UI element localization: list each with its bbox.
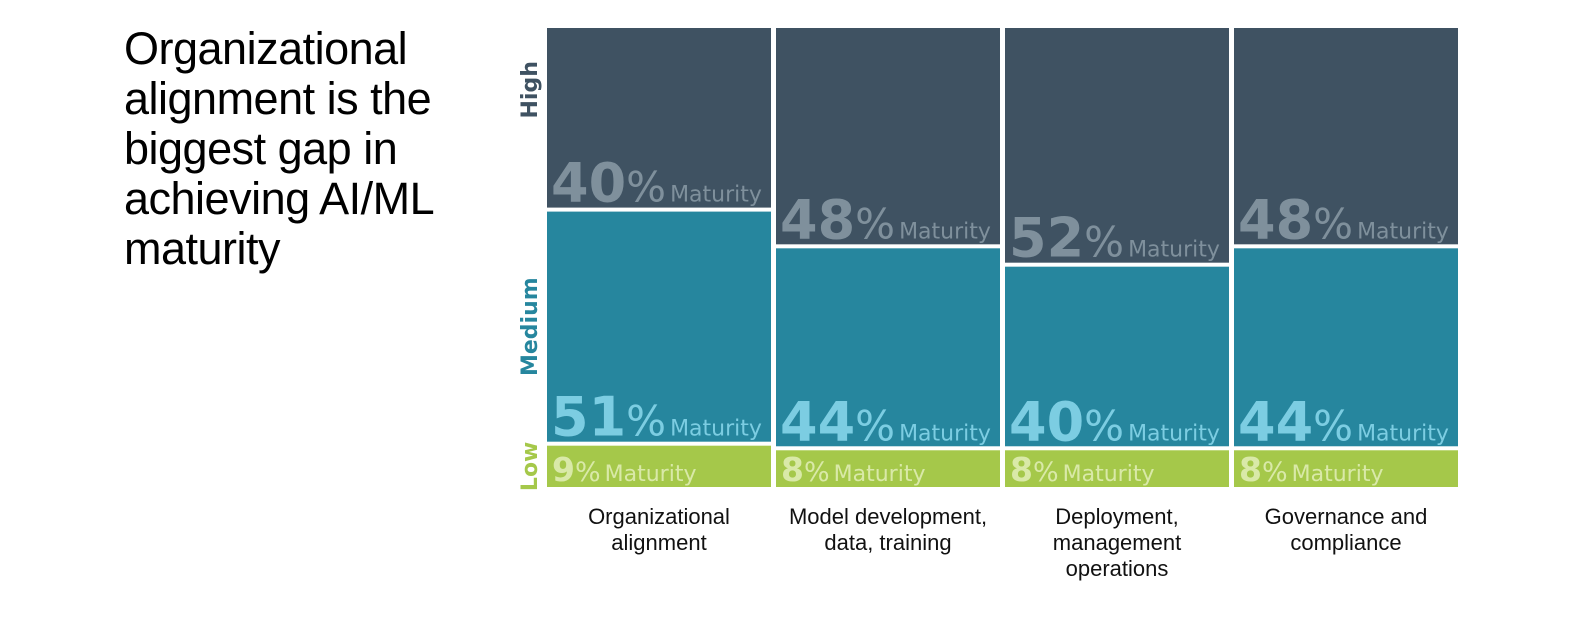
bar-low: [776, 450, 1000, 487]
bar-medium: [776, 248, 1000, 447]
bar-medium: [1005, 266, 1229, 447]
bar-medium: [1234, 248, 1458, 447]
level-label-medium: Medium: [518, 277, 543, 376]
data-label-low: 8% Maturity: [1239, 450, 1383, 489]
level-label-low: Low: [518, 442, 543, 491]
bar-high: [1005, 28, 1229, 263]
bar-medium: [547, 211, 771, 442]
data-label-medium: 40% Maturity: [1009, 390, 1220, 453]
category-label: Governance and compliance: [1265, 504, 1428, 555]
data-label-high: 48% Maturity: [780, 188, 991, 251]
category-label: Model development, data, training: [789, 504, 987, 555]
data-label-medium: 44% Maturity: [1238, 390, 1449, 453]
data-label-high: 48% Maturity: [1238, 188, 1449, 251]
bar-low: [1005, 450, 1229, 487]
bar-high: [1234, 28, 1458, 245]
category-label: Deployment, management operations: [1053, 504, 1181, 581]
data-label-low: 9% Maturity: [552, 450, 696, 489]
data-label-low: 8% Maturity: [781, 450, 925, 489]
data-label-low: 8% Maturity: [1010, 450, 1154, 489]
level-label-high: High: [518, 61, 543, 118]
category-label: Organizational alignment: [588, 504, 730, 555]
chart-title: Organizational alignment is the biggest …: [124, 23, 433, 274]
bar-low: [1234, 450, 1458, 487]
data-label-high: 52% Maturity: [1009, 207, 1220, 270]
data-label-medium: 51% Maturity: [551, 386, 762, 449]
bar-low: [547, 445, 771, 487]
bar-high: [547, 28, 771, 208]
data-label-medium: 44% Maturity: [780, 390, 991, 453]
data-label-high: 40% Maturity: [551, 152, 762, 215]
bar-high: [776, 28, 1000, 245]
